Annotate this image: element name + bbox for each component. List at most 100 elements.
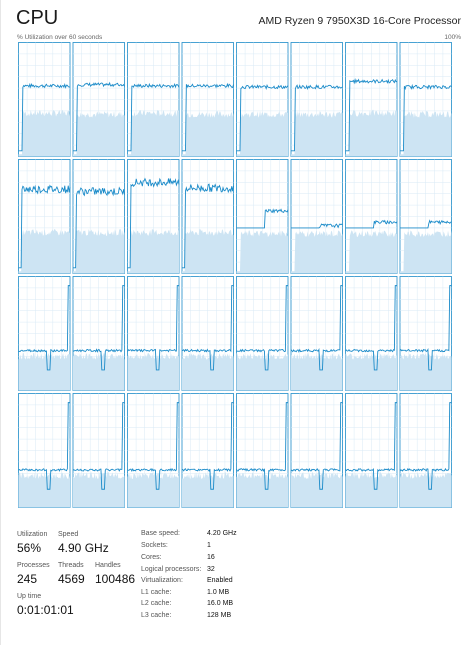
core-graph[interactable] [127,276,180,391]
kernel-time-area [127,109,179,157]
utilization-line [236,208,289,229]
kernel-time-area [291,472,343,508]
core-graph[interactable] [72,159,125,274]
utilization-line [400,83,452,152]
utilization-line [127,402,179,490]
page-title: CPU [16,7,59,29]
spec-value: 16 [207,554,215,561]
core-graph[interactable] [72,393,125,508]
kernel-time-area [236,110,288,157]
utilization-line [345,219,398,229]
speed-value: 4.90 GHz [58,541,109,555]
kernel-time-area [291,230,343,274]
kernel-time-area [18,109,70,157]
core-graph[interactable] [399,393,452,508]
core-graph[interactable] [399,42,452,157]
kernel-time-area [291,352,343,391]
kernel-time-area [345,230,397,274]
spec-value: Enabled [207,577,233,584]
kernel-time-area [73,229,125,274]
uptime-value: 0:01:01:01 [17,603,74,617]
core-graph[interactable] [181,42,234,157]
kernel-time-area [127,352,179,391]
spec-label: L3 cache: [141,612,172,619]
core-graph[interactable] [18,159,71,274]
graph-max-label: 100% [444,34,461,41]
handles-label: Handles [95,562,121,569]
core-graph[interactable] [290,42,343,157]
core-graph[interactable] [345,393,398,508]
spec-label: L1 cache: [141,589,172,596]
core-graph[interactable] [290,276,343,391]
kernel-time-area [127,472,179,508]
uptime-label: Up time [17,593,42,600]
processes-value: 245 [17,572,38,586]
threads-label: Threads [58,562,84,569]
core-graph[interactable] [18,42,71,157]
utilization-line [18,402,70,490]
core-graph[interactable] [399,159,452,274]
core-graph[interactable] [236,159,289,274]
kernel-time-area [18,472,70,508]
core-graph[interactable] [236,42,289,157]
processes-label: Processes [17,562,50,569]
utilization-line [18,82,71,152]
core-graph[interactable] [345,276,398,391]
core-graph[interactable] [399,276,452,391]
kernel-time-area [182,472,234,508]
kernel-time-area [400,353,452,391]
kernel-time-area [18,352,70,391]
core-graph[interactable] [181,159,234,274]
kernel-time-area [182,229,234,274]
threads-value: 4569 [58,572,85,586]
kernel-time-area [18,229,70,274]
core-graph[interactable] [345,42,398,157]
speed-label: Speed [58,531,79,538]
spec-value: 16.0 MB [207,600,234,607]
kernel-time-area [73,472,125,508]
utilization-line [399,285,452,371]
core-graph[interactable] [290,159,343,274]
kernel-time-area [73,352,125,391]
spec-label: Base speed: [141,530,180,537]
core-graph[interactable] [127,393,180,508]
window-edge [0,0,1,645]
kernel-time-area [127,229,179,274]
kernel-time-area [400,472,452,508]
core-graph[interactable] [236,276,289,391]
kernel-time-area [400,110,452,157]
kernel-time-area [345,109,397,157]
core-graph[interactable] [345,159,398,274]
spec-label: Logical processors: [141,566,202,573]
utilization-line [181,285,234,371]
core-graph[interactable] [72,42,125,157]
kernel-time-area [291,111,343,157]
kernel-time-area [236,353,288,391]
spec-label: Cores: [141,554,162,561]
kernel-time-area [345,353,397,391]
core-graph[interactable] [18,276,71,391]
core-graph[interactable] [18,393,71,508]
spec-value: 1 [207,542,211,549]
core-graph[interactable] [181,393,234,508]
utilization-line [72,285,125,371]
utilization-line [73,186,125,269]
utilization-line [345,78,398,152]
utilization-line [345,402,397,490]
core-graph[interactable] [181,276,234,391]
utilization-line [72,402,125,490]
utilization-line [182,183,234,269]
core-graph[interactable] [290,393,343,508]
kernel-time-area [236,230,288,274]
spec-label: L2 cache: [141,600,172,607]
kernel-time-area [182,353,234,391]
utilization-line [400,219,452,229]
kernel-time-area [73,111,125,157]
utilization-value: 56% [17,541,42,555]
core-graph[interactable] [72,276,125,391]
core-graph[interactable] [127,159,180,274]
core-graph[interactable] [236,393,289,508]
kernel-time-area [345,472,397,508]
core-graph[interactable] [127,42,180,157]
